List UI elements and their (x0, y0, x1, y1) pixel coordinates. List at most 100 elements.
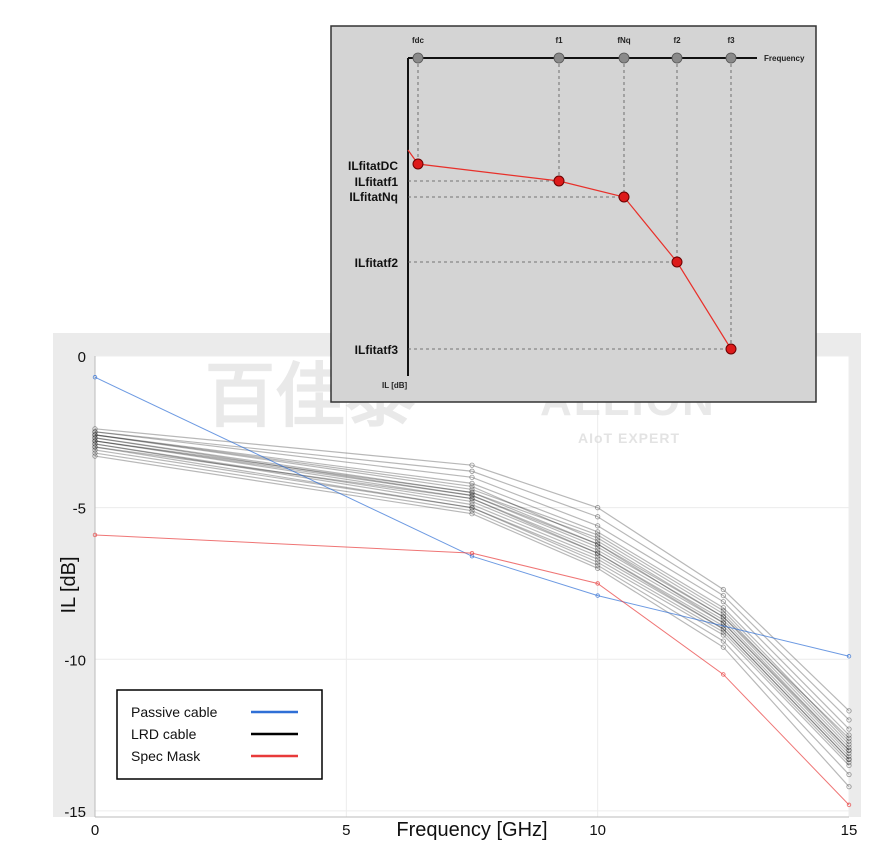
series-point-0 (92, 375, 98, 380)
il-point (412, 158, 424, 170)
il-point (553, 175, 565, 187)
legend-label-lrd: LRD cable (131, 726, 197, 742)
series-lines (92, 375, 852, 808)
lrd-trace-point (720, 605, 726, 611)
freq-label-f1: f1 (555, 36, 563, 45)
lrd-trace-point (846, 762, 852, 769)
lrd-trace-point (720, 638, 726, 644)
x-tick-label: 15 (841, 822, 858, 839)
lrd-trace-point (595, 547, 601, 553)
lrd-trace-line (94, 455, 850, 788)
lrd-trace-point (846, 741, 852, 747)
x-axis-title: Frequency [GHz] (396, 819, 547, 841)
series-point-0 (469, 553, 475, 559)
freq-label-fnq: fNq (617, 36, 630, 45)
lrd-trace-point (595, 523, 601, 529)
lrd-trace-point (846, 708, 852, 714)
lrd-trace-line (94, 434, 850, 739)
y-tick-labels: 0 -5 -10 -15 (64, 349, 86, 821)
lrd-trace-line (94, 446, 850, 763)
lrd-trace-line (94, 446, 850, 760)
lrd-trace-point (720, 629, 726, 635)
series-point-2 (595, 581, 600, 586)
frequency-marker (618, 52, 630, 64)
lrd-trace-point (469, 505, 475, 511)
lrd-trace-point (846, 735, 852, 741)
lrd-trace-line (94, 443, 850, 760)
lrd-trace-point (469, 474, 475, 480)
lrd-trace-point (595, 505, 601, 511)
inset-background (330, 25, 817, 403)
lrd-trace-line (94, 449, 850, 766)
il-point (618, 191, 630, 203)
y-tick-label: -10 (64, 652, 86, 669)
il-point (725, 343, 737, 355)
lrd-trace-point (846, 753, 852, 759)
lrd-trace-point (720, 626, 726, 632)
legend: Passive cable LRD cable Spec Mask (116, 689, 323, 780)
lrd-trace-point (469, 489, 475, 496)
lrd-trace-point (469, 486, 475, 493)
lrd-trace-point (469, 502, 475, 508)
lrd-trace-line (94, 437, 850, 745)
lrd-trace-point (595, 565, 601, 571)
lrd-trace-point (92, 450, 98, 456)
il-label-f1: ILfitatf1 (355, 175, 399, 189)
lrd-trace-point (595, 514, 601, 520)
y-tick-label: -5 (73, 501, 86, 518)
lrd-trace-point (595, 553, 601, 559)
lrd-trace-point (595, 529, 601, 535)
legend-label-spec: Spec Mask (131, 748, 201, 764)
series-point-0 (595, 593, 600, 598)
inset-y-axis-label: IL [dB] (382, 381, 408, 390)
lrd-trace-point (720, 644, 726, 650)
freq-label-fdc: fdc (412, 36, 425, 45)
lrd-trace-point (720, 592, 726, 599)
lrd-trace-point (595, 544, 601, 550)
lrd-trace-point (846, 750, 852, 756)
lrd-trace-point (469, 508, 475, 514)
lrd-trace-line (94, 452, 850, 775)
lrd-trace-point (720, 623, 726, 629)
lrd-trace-point (92, 447, 98, 453)
lrd-trace-point (595, 541, 601, 547)
series-point-0 (846, 654, 852, 659)
lrd-trace-point (720, 608, 726, 614)
lrd-trace-point (469, 495, 475, 502)
lrd-trace-point (469, 511, 475, 517)
x-tick-label: 10 (589, 822, 606, 839)
lrd-trace-point (846, 732, 852, 738)
lrd-trace-point (92, 432, 98, 438)
il-label-nq: ILfitatNq (349, 190, 398, 204)
x-tick-labels: 0 5 10 15 (91, 822, 858, 839)
y-tick-label: 0 (78, 349, 86, 366)
lrd-trace-point (846, 759, 852, 766)
series-point-2 (846, 802, 852, 808)
lrd-trace-point (469, 483, 475, 490)
lrd-trace-point (846, 744, 852, 750)
inset-il-labels: ILfitatDC ILfitatf1 ILfitatNq ILfitatf2 … (348, 159, 398, 357)
il-label-dc: ILfitatDC (348, 159, 398, 173)
lrd-trace-line (94, 443, 850, 757)
lrd-trace-point (92, 444, 98, 450)
y-tick-label: -15 (64, 804, 86, 821)
lrd-trace-point (92, 438, 98, 444)
inset-il-points (412, 158, 737, 355)
lrd-trace-line (94, 428, 850, 712)
lrd-trace-point (92, 453, 98, 459)
il-label-f3: ILfitatf3 (355, 343, 399, 357)
lrd-traces (92, 426, 852, 790)
frequency-marker (725, 52, 737, 64)
lrd-trace-point (595, 559, 601, 565)
frequency-marker (412, 52, 424, 64)
inset-guide-lines (408, 58, 732, 350)
lrd-trace-point (720, 632, 726, 638)
lrd-trace-line (94, 440, 850, 754)
inset-diagram: Frequency IL [dB] fdc f1 fNq f2 f3 ILfit… (330, 25, 817, 403)
frequency-marker (553, 52, 565, 64)
il-point (671, 256, 683, 268)
lrd-trace-point (92, 429, 98, 435)
lrd-trace-point (595, 550, 601, 556)
lrd-trace-point (469, 462, 475, 468)
